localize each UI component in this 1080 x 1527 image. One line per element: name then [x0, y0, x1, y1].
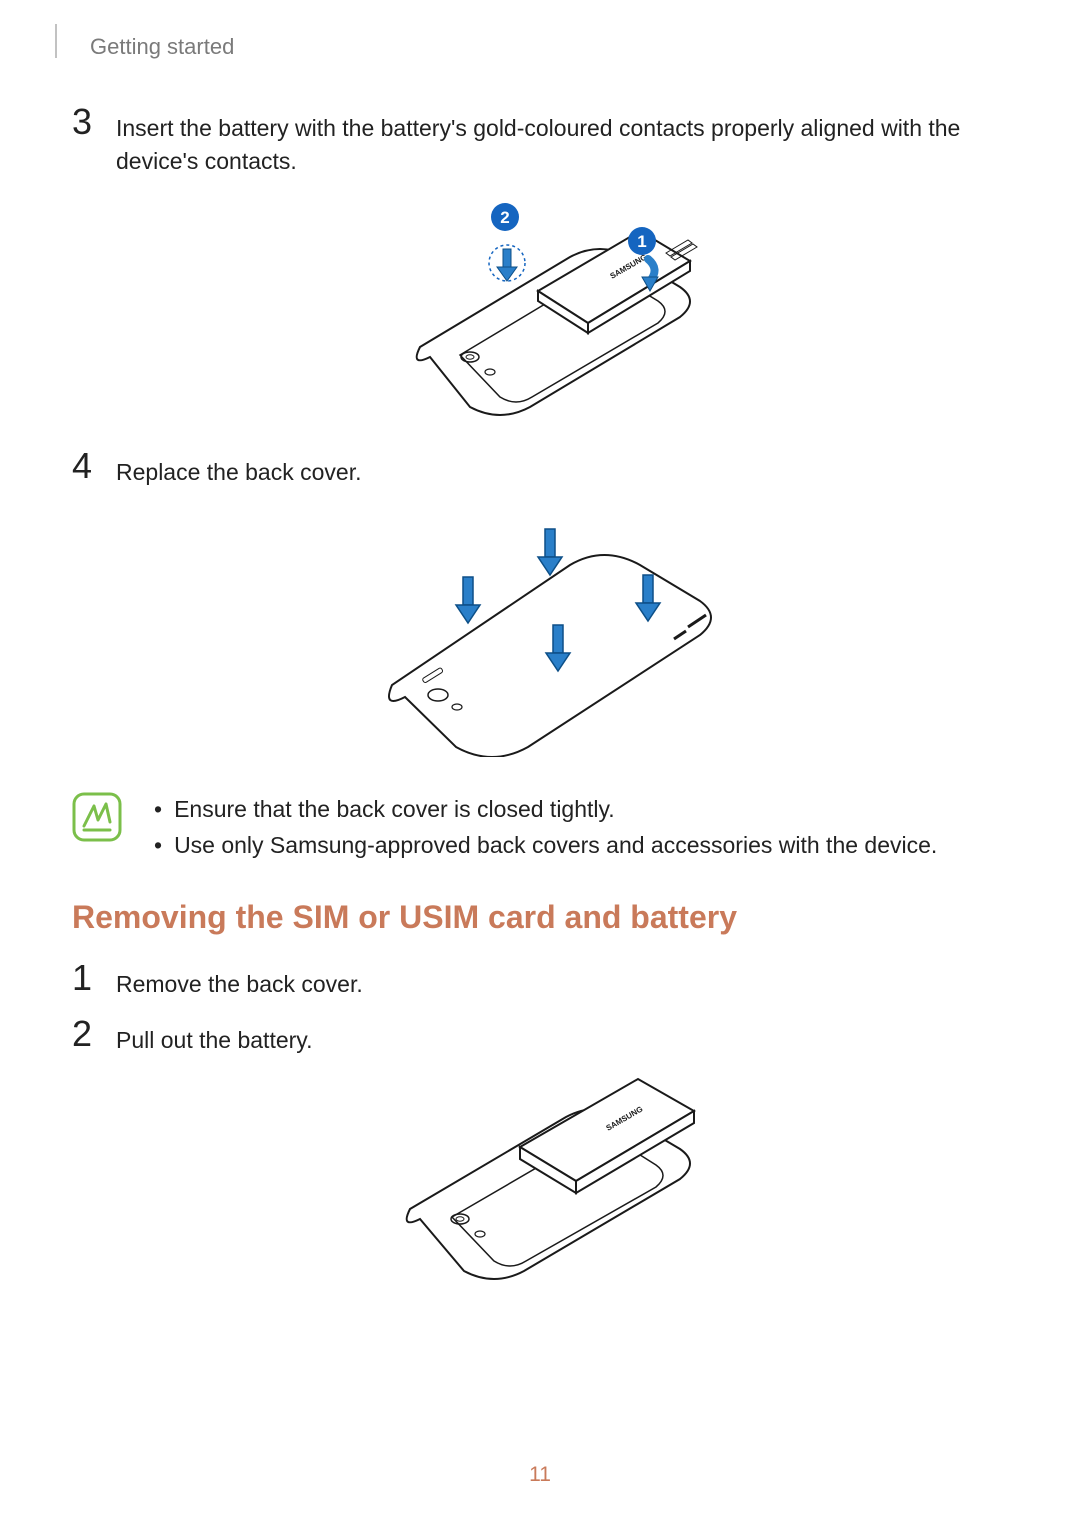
section-heading: Removing the SIM or USIM card and batter…	[72, 899, 1008, 936]
badge-2-label: 2	[500, 208, 509, 227]
step-number: 4	[72, 448, 116, 484]
step-number: 3	[72, 104, 116, 140]
step-b1: 1 Remove the back cover.	[72, 964, 1008, 1001]
battery-insert-illustration: SAMSUNG 2 1	[350, 197, 730, 417]
page-number: 11	[0, 1463, 1080, 1487]
note-item: Use only Samsung-approved back covers an…	[154, 828, 937, 864]
step-text: Insert the battery with the battery's go…	[116, 108, 1008, 179]
figure-back-cover	[72, 507, 1008, 762]
callout-2: 2	[489, 203, 525, 281]
figure-battery-remove: SAMSUNG	[72, 1075, 1008, 1290]
page-header: Getting started	[56, 34, 234, 60]
note-block: Ensure that the back cover is closed tig…	[72, 792, 1008, 863]
note-item: Ensure that the back cover is closed tig…	[154, 792, 937, 828]
battery-remove-illustration: SAMSUNG	[350, 1075, 730, 1285]
step-text: Remove the back cover.	[116, 964, 363, 1001]
page-content: 3 Insert the battery with the battery's …	[72, 108, 1008, 1320]
step-number: 1	[72, 960, 116, 996]
figure-battery-insert: SAMSUNG 2 1	[72, 197, 1008, 422]
badge-1-label: 1	[637, 232, 646, 251]
step-number: 2	[72, 1016, 116, 1052]
step-3: 3 Insert the battery with the battery's …	[72, 108, 1008, 179]
step-text: Replace the back cover.	[116, 452, 361, 489]
note-icon	[72, 792, 122, 842]
step-b2: 2 Pull out the battery.	[72, 1020, 1008, 1057]
step-text: Pull out the battery.	[116, 1020, 312, 1057]
step-4: 4 Replace the back cover.	[72, 452, 1008, 489]
back-cover-illustration	[330, 507, 750, 757]
header-title: Getting started	[90, 34, 234, 60]
note-list: Ensure that the back cover is closed tig…	[154, 792, 937, 863]
